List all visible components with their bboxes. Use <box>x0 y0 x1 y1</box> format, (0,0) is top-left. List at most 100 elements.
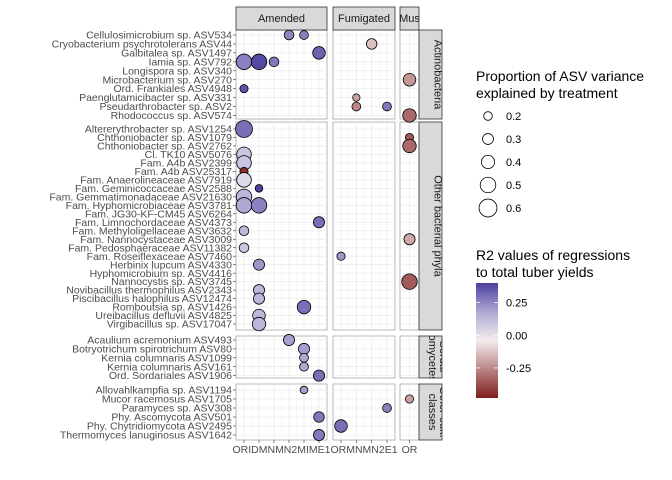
bubble-point-5 <box>235 53 253 70</box>
row-facet-label-2-1: iomycetes <box>426 332 438 382</box>
y-tick-label-0-1: Cryobacterium psychrotolerans ASV44 <box>52 39 232 51</box>
row-facet-label-3-0: Other euk. <box>437 386 449 437</box>
bubble-point-39 <box>299 361 309 372</box>
y-tick-label-3-4: Phy. Chytridiomycota ASV2495 <box>87 421 232 433</box>
bubble-point-35 <box>251 316 267 332</box>
y-tick-label-1-5: Fam. A4b ASV25317 <box>135 166 233 178</box>
bubble-point-9 <box>352 93 361 102</box>
size-legend-key-1 <box>482 133 494 145</box>
size-legend-label-3: 0.5 <box>506 180 521 192</box>
y-tick-label-2-2: Kernia columnaris ASV1099 <box>101 352 232 364</box>
bubble-point-44 <box>313 411 325 423</box>
strip-top-2: Mus <box>399 6 420 31</box>
color-legend-title-0: R2 values of regressions <box>476 247 630 263</box>
y-tick-label-1-12: Fam. Methyloligellaceae ASV3632 <box>72 225 232 237</box>
size-legend-label-4: 0.6 <box>506 203 521 215</box>
bubble-point-27 <box>238 242 250 253</box>
y-tick-label-0-5: Microbacterium sp. ASV270 <box>102 74 232 86</box>
bubble-point-38 <box>299 352 309 363</box>
y-tick-label-1-22: Ureibacillus defluvii ASV4825 <box>95 310 232 322</box>
size-legend-label-0: 0.2 <box>506 111 521 123</box>
bubble-point-4 <box>268 56 280 68</box>
y-tick-label-1-17: Hyphomicrobium sp. ASV4416 <box>90 268 233 280</box>
strip-label-2: Mus <box>399 13 420 25</box>
bubble-point-8 <box>239 84 249 94</box>
bubble-point-42 <box>404 394 415 404</box>
size-legend-label-2: 0.4 <box>506 157 521 169</box>
bubble-point-22 <box>235 197 253 214</box>
bubble-point-46 <box>313 429 325 441</box>
size-legend-key-0 <box>483 111 493 121</box>
y-tick-label-2-1: Botryotrichum spirotrichum ASV80 <box>72 344 232 356</box>
bubble-point-24 <box>313 216 325 229</box>
y-tick-label-2-4: Ord. Sordariales ASV1906 <box>109 370 232 382</box>
y-tick-label-1-19: Novibacillus thermophilus ASV2343 <box>66 285 232 297</box>
y-tick-label-3-2: Paramyces sp. ASV308 <box>122 403 232 415</box>
bubble-point-19 <box>236 172 252 188</box>
strip-label-1: Fumigated <box>338 13 390 25</box>
bubble-point-45 <box>334 419 348 433</box>
row-facet-label-0-0: Actinobacteria <box>432 40 444 111</box>
bubble-point-15 <box>402 138 417 154</box>
row-facet-label-3-1: classes <box>426 394 438 431</box>
panel-0-0 <box>235 29 328 120</box>
panel-2-2 <box>399 335 420 379</box>
bubble-point-36 <box>283 334 295 346</box>
y-tick-label-1-20: Piscibacillus halophilus ASV12474 <box>72 293 232 305</box>
y-tick-label-2-3: Kernia columnaris ASV161 <box>107 361 232 373</box>
y-tick-label-1-16: Herbinix lupcum ASV4330 <box>110 259 232 271</box>
y-tick-label-2-0: Acaulium acremonium ASV493 <box>87 335 232 347</box>
size-legend-title-1: explained by treatment <box>476 85 618 101</box>
y-tick-label-0-8: Pseudarthrobacter sp. ASV2 <box>100 101 233 113</box>
y-tick-label-1-14: Fam. Pedosphaeraceae ASV11382 <box>68 242 232 254</box>
bubble-point-26 <box>403 233 416 246</box>
y-tick-label-1-21: Romboutsia sp. ASV1426 <box>112 302 232 314</box>
row-facet-label-2-0: Sordar <box>437 340 449 373</box>
size-legend-title-0: Proportion of ASV variance <box>476 68 644 84</box>
bubble-point-28 <box>336 251 346 261</box>
bubble-point-23 <box>250 197 268 214</box>
y-tick-label-0-0: Cellulosimicrobium sp. ASV534 <box>86 30 232 42</box>
panel-2-0 <box>235 335 328 379</box>
bubble-point-13 <box>235 120 253 138</box>
strip-right-1: Other bacterial phyla <box>418 121 443 331</box>
y-tick-label-0-9: Rhodococcus sp. ASV574 <box>111 110 233 122</box>
panel-3-0 <box>235 383 328 441</box>
panel-2-1 <box>332 335 396 379</box>
y-tick-label-0-6: Ord. Frankiales ASV4948 <box>114 83 233 95</box>
size-legend-label-1: 0.3 <box>506 134 521 146</box>
bubble-point-40 <box>313 369 325 382</box>
y-tick-label-0-4: Longispora sp. ASV340 <box>122 65 232 77</box>
bubble-point-33 <box>296 299 312 315</box>
size-legend-key-3 <box>479 176 497 194</box>
y-tick-label-1-11: Fam. Limnochordaceae ASV4373 <box>75 217 232 229</box>
bubble-point-20 <box>254 184 264 193</box>
bubble-point-32 <box>253 292 265 305</box>
y-tick-label-3-3: Phy. Ascomycota ASV501 <box>111 412 232 424</box>
bubble-point-25 <box>238 225 250 237</box>
x-tick-labels-1: ORMNMN2E1 <box>330 444 397 456</box>
strip-right-3: Other euk.classes <box>418 383 449 441</box>
bubble-point-7 <box>402 72 417 87</box>
y-tick-label-1-4: Fam. A4b ASV2399 <box>140 158 232 170</box>
y-tick-label-0-7: Paenglutamicibacter sp. ASV331 <box>79 92 232 104</box>
bubble-point-43 <box>382 403 392 413</box>
y-tick-label-1-18: Nannocystis sp. ASV3745 <box>111 276 232 288</box>
y-tick-label-3-1: Mucor racemosus ASV1705 <box>102 394 232 406</box>
bubble-point-12 <box>402 108 417 123</box>
bubble-point-1 <box>299 30 309 40</box>
color-legend-label-2: -0.25 <box>506 363 531 375</box>
bubble-point-41 <box>299 385 309 395</box>
y-tick-label-1-0: Altererythrobacter sp. ASV1254 <box>85 124 232 136</box>
bubble-point-37 <box>298 342 310 355</box>
y-tick-label-1-6: Fam. Anaerolineaceae ASV7919 <box>80 174 232 186</box>
y-tick-label-3-0: Allovahlkampfia sp. ASV1194 <box>96 385 233 397</box>
color-legend-label-1: 0.00 <box>506 330 527 342</box>
y-tick-label-1-1: Chthoniobacter sp. ASV1079 <box>97 132 232 144</box>
color-legend-title-1: to total tuber yields <box>476 264 594 280</box>
y-tick-label-0-2: Galbitalea sp. ASV1497 <box>121 47 232 59</box>
y-tick-label-1-9: Fam. Hyphomicrobiaceae ASV3781 <box>66 200 232 212</box>
y-tick-label-1-10: Fam. JG30-KF-CM45 ASV6264 <box>85 208 232 220</box>
strip-top-1: Fumigated <box>332 6 396 31</box>
